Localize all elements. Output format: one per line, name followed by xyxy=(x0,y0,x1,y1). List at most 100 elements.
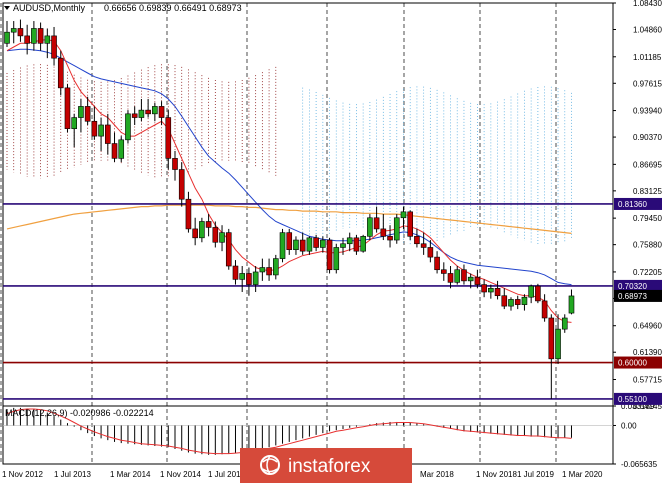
candle-body xyxy=(91,120,98,137)
price-label-box xyxy=(614,279,662,292)
candle xyxy=(266,258,272,281)
candle-body xyxy=(474,276,481,285)
dropdown-triangle-icon[interactable] xyxy=(4,6,10,10)
price-tick-label: 0.83125 xyxy=(633,187,662,196)
macd-tick-label: 0.033189 xyxy=(621,402,655,411)
candle xyxy=(393,214,400,244)
candle xyxy=(299,232,306,255)
candle xyxy=(514,295,521,310)
candle-body xyxy=(380,228,387,237)
chart-header: AUDUSD,Monthly 0.66656 0.69839 0.66491 0… xyxy=(4,3,242,13)
watermark-text: instaforex xyxy=(288,456,371,477)
candle-body xyxy=(4,31,10,44)
price-tick-label: 0.86695 xyxy=(633,160,662,169)
price-label-box xyxy=(614,289,662,302)
candle xyxy=(219,225,225,252)
candle xyxy=(561,314,568,333)
time-tick-label: 1 Nov 2018 xyxy=(476,470,517,479)
candle-body xyxy=(232,265,239,280)
price-tick-label: 0.75880 xyxy=(633,241,662,250)
candle xyxy=(10,21,17,44)
candle-body xyxy=(279,232,286,259)
candle xyxy=(118,136,125,163)
candle xyxy=(508,297,514,311)
candle xyxy=(192,217,198,246)
price-tick-label: 0.93940 xyxy=(633,107,662,116)
candle-body xyxy=(84,106,91,122)
candle xyxy=(145,98,151,118)
candle xyxy=(78,98,84,133)
candle-body xyxy=(71,117,77,129)
candle-body xyxy=(320,239,326,248)
candle xyxy=(84,96,91,125)
candle-body xyxy=(447,273,454,283)
candle-body xyxy=(541,300,548,319)
price-label-text: 0.68973 xyxy=(618,292,647,301)
candle xyxy=(521,294,528,311)
candle-body xyxy=(131,113,138,118)
candle-body xyxy=(467,276,474,282)
candle-body xyxy=(152,106,158,115)
candle-body xyxy=(400,211,407,219)
candle-body xyxy=(239,273,245,280)
candle-body xyxy=(313,237,319,248)
price-label-text: 0.81360 xyxy=(618,200,647,209)
candle-body xyxy=(414,236,420,245)
candle xyxy=(535,283,541,304)
candle xyxy=(37,22,44,51)
candle-body xyxy=(105,124,111,144)
price-tick-label: 1.08430 xyxy=(633,0,662,8)
time-axis: 1 Nov 2012 1 Jul 2013 1 Mar 2014 1 Nov 2014… xyxy=(2,470,603,479)
candle xyxy=(528,284,534,304)
candle xyxy=(481,279,487,298)
candle xyxy=(158,101,165,125)
time-tick-label: 1 Nov 2014 xyxy=(160,470,201,479)
macd-indicator: 0.033189 0.00 -0.065635 xyxy=(3,402,658,469)
candle-body xyxy=(387,236,393,241)
candle xyxy=(474,269,481,289)
candle xyxy=(313,234,319,252)
ma-slow-line xyxy=(6,204,572,234)
candle-body xyxy=(219,232,225,243)
candle xyxy=(447,266,454,289)
horizontal-levels xyxy=(3,203,613,400)
candle-body xyxy=(555,328,561,360)
candle xyxy=(414,228,420,248)
candle-body xyxy=(172,158,178,170)
candle xyxy=(125,110,131,144)
candle xyxy=(178,162,185,207)
candle-body xyxy=(568,295,575,314)
candle-body xyxy=(488,287,494,293)
price-tick-label: 0.79450 xyxy=(633,214,662,223)
candle-body xyxy=(326,239,333,271)
candle-body xyxy=(494,287,501,297)
candle-body xyxy=(420,243,427,248)
candle xyxy=(105,113,111,155)
time-tick-label: 1 Mar 2014 xyxy=(110,470,151,479)
candle xyxy=(44,28,51,59)
candle-body xyxy=(306,237,313,252)
candle-body xyxy=(508,299,514,307)
candle xyxy=(380,214,387,241)
candle-body xyxy=(501,295,508,307)
candle xyxy=(246,267,252,296)
candle xyxy=(320,236,326,253)
candle-body xyxy=(10,28,17,33)
candle-body xyxy=(205,221,212,228)
candle-body xyxy=(57,57,64,89)
macd-label: MACD(12,26,9) -0.020986 -0.022214 xyxy=(5,408,154,418)
candle xyxy=(461,264,467,285)
candle-body xyxy=(212,227,219,243)
price-tick-label: 0.72205 xyxy=(633,268,662,277)
candle-body xyxy=(138,109,145,118)
candle-body xyxy=(333,247,340,271)
candle-body xyxy=(548,317,555,360)
watermark: instaforex xyxy=(240,448,412,483)
candle-body xyxy=(440,269,447,274)
candle xyxy=(131,106,138,125)
candle xyxy=(427,240,434,263)
price-label-text: 0.60000 xyxy=(618,359,647,368)
candle-body xyxy=(434,256,440,271)
candle xyxy=(387,225,393,248)
